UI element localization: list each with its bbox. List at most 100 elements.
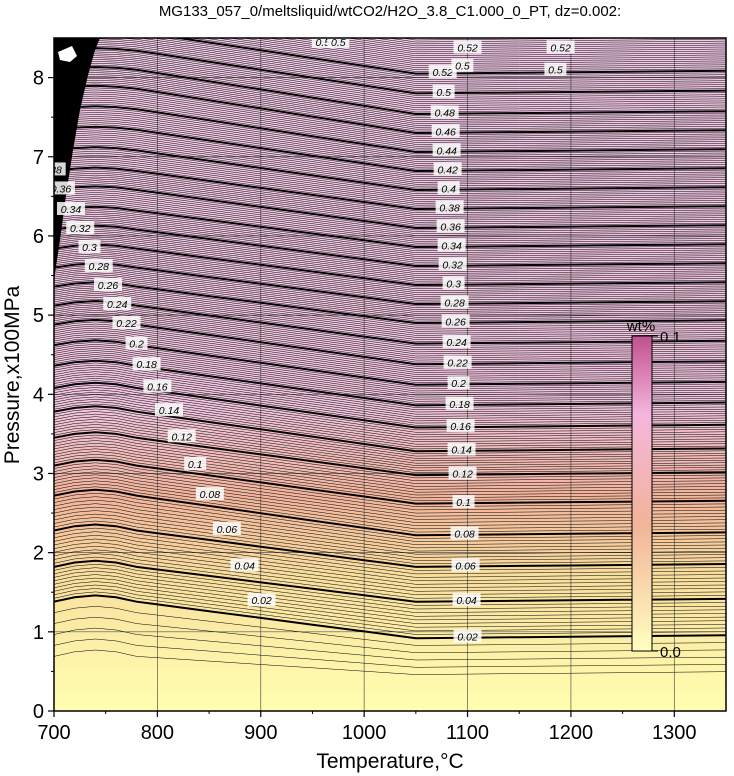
minor-contour-line [54, 74, 726, 122]
minor-contour-line [54, 483, 726, 530]
y-axis-label: Pressure,x100MPa [1, 285, 24, 464]
minor-contour-line [54, 477, 726, 523]
minor-contour-line [54, 373, 726, 419]
minor-contour-line [54, 362, 726, 408]
minor-contour-line [54, 62, 726, 111]
minor-contour-line [54, 567, 726, 610]
white-patch [58, 46, 77, 62]
contour-label-bg [167, 429, 196, 443]
minor-contour-line [54, 354, 726, 400]
contour-label: 0.04 [234, 560, 255, 572]
minor-contour-line [54, 212, 726, 253]
y-axis-ticks: 0 1 2 3 4 5 6 7 8 [33, 68, 54, 723]
minor-contour-line [54, 323, 726, 369]
minor-contour-line [54, 134, 726, 179]
contour-label-bg [8, 101, 36, 114]
major-contour-line [54, 205, 726, 249]
contour-label: 0.48 [0, 63, 13, 75]
colorbar-bar [631, 335, 653, 652]
minor-contour-line [54, 188, 726, 231]
minor-contour-line [54, 130, 726, 176]
contour-label: 0.34 [61, 204, 82, 216]
contour-label-bg [453, 629, 482, 643]
contour-label: 0.52 [457, 43, 478, 55]
minor-contour-line [54, 157, 726, 200]
minor-contour-line [54, 171, 726, 214]
contour-label: 0.32 [70, 223, 91, 235]
contour-label-bg [84, 259, 113, 273]
contour-label: 0.26 [445, 316, 466, 328]
major-contour-line [54, 458, 726, 505]
minor-contour-line [54, 315, 726, 361]
chart-title: MG133_057_0/meltsliquid/wtCO2/H2O_3.8_C1… [159, 3, 621, 20]
minor-contour-line [54, 321, 726, 367]
minor-contour-line [54, 72, 726, 120]
minor-contour-line [54, 513, 726, 558]
minor-contour-line [54, 396, 726, 443]
contour-label-bg [432, 84, 455, 98]
contour-label-bg [432, 143, 461, 157]
minor-contour-line [54, 492, 726, 539]
minor-contour-line [54, 97, 726, 145]
minor-contour-line [54, 87, 726, 136]
contour-label: 0.38 [41, 164, 62, 176]
minor-contour-line [54, 128, 726, 174]
minor-contour-line [54, 140, 726, 185]
minor-contour-line [54, 335, 726, 381]
minor-contour-line [54, 182, 726, 225]
minor-contour-line [54, 120, 726, 166]
minor-contour-line [54, 338, 726, 383]
minor-contour-line [54, 384, 726, 431]
contour-label-bg [441, 314, 470, 328]
contour-label-bg [436, 219, 465, 233]
contour-label: 0.42 [21, 123, 42, 135]
contour-label-bg [132, 357, 161, 371]
minor-contour-line [54, 387, 726, 433]
minor-contour-line [54, 180, 726, 223]
minor-contour-line [54, 584, 726, 628]
minor-contour-line [54, 176, 726, 219]
contour-label-bg [442, 276, 465, 290]
minor-contour-line [54, 79, 726, 128]
contour-label: 0.5 [548, 65, 563, 77]
contour-label-bg [54, 181, 75, 195]
minor-contour-line [54, 194, 726, 236]
contour-label: 0.36 [440, 221, 461, 233]
minor-contour-line [202, 38, 726, 70]
minor-contour-line [189, 38, 726, 72]
minor-contour-line [54, 344, 726, 390]
minor-contour-line [54, 229, 726, 271]
minor-contour-line [54, 165, 726, 208]
minor-contour-line [54, 570, 726, 613]
contour-label-bg [327, 38, 350, 48]
minor-contour-line [54, 358, 726, 404]
minor-contour-line [54, 577, 726, 621]
contour-label: 0.24 [446, 337, 467, 349]
minor-contour-line [54, 538, 726, 582]
x-tick-label: 1100 [446, 722, 489, 744]
minor-contour-line [54, 342, 726, 388]
contour-label-bg [212, 521, 241, 535]
minor-contour-line [54, 375, 726, 422]
minor-contour-line [54, 616, 726, 653]
minor-contour-line [54, 313, 726, 359]
minor-contour-line [54, 118, 726, 164]
minor-contour-line [54, 531, 726, 575]
minor-contour-line [54, 274, 726, 316]
minor-contour-line [54, 248, 726, 290]
minor-contour-line [54, 380, 726, 426]
minor-contour-line [54, 108, 726, 155]
minor-contour-line [54, 44, 726, 90]
y-tick-label: 8 [33, 68, 44, 90]
minor-contour-line [54, 59, 726, 107]
minor-contour-line [54, 506, 726, 552]
contour-label: 0.08 [200, 489, 221, 501]
contour-label-bg [428, 65, 457, 79]
minor-contour-line [54, 217, 726, 259]
contour-label: 0.44 [11, 103, 32, 115]
minor-contour-line [54, 424, 726, 469]
minor-contour-line [54, 367, 726, 413]
contour-label: 0.18 [136, 359, 157, 371]
major-contour-line [54, 166, 726, 211]
minor-contour-line [54, 251, 726, 293]
